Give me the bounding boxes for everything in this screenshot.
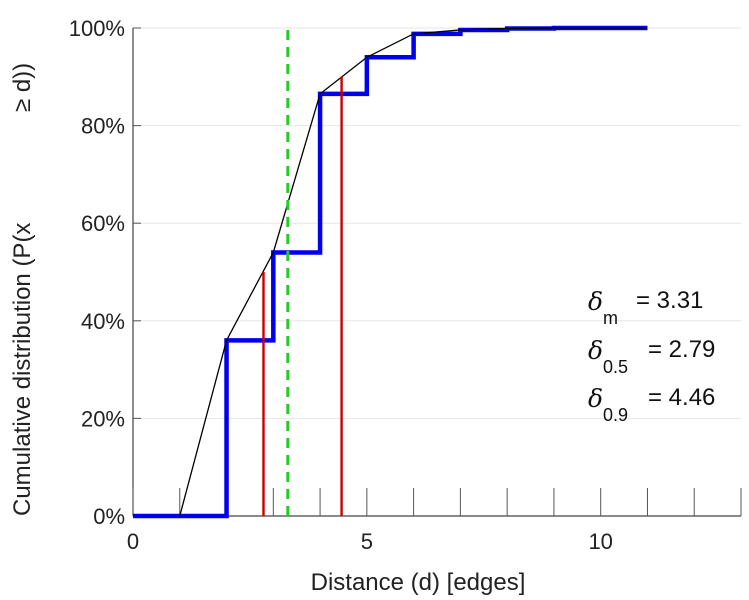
- x-axis-title: Distance (d) [edges]: [311, 569, 526, 596]
- y-axis-title: Cumulative distribution (P(x: [9, 223, 36, 516]
- interpolated-cdf-series: [179, 27, 648, 517]
- y-tick-label-3: 60%: [81, 211, 125, 236]
- y-axis-title-continuation: ≥ d)): [9, 63, 36, 112]
- stat-mean-subscript: m: [603, 308, 618, 328]
- stat-median-symbol: δ: [588, 336, 603, 365]
- stat-p90-subscript: 0.9: [603, 405, 628, 425]
- grid-lines: [133, 27, 741, 419]
- stat-median-subscript: 0.5: [603, 357, 628, 377]
- stat-mean-value: = 3.31: [636, 287, 703, 314]
- stat-p90-symbol: δ: [588, 384, 603, 413]
- y-tick-label-1: 20%: [81, 406, 125, 431]
- axes: [132, 27, 742, 517]
- x-tick-label-1: 5: [361, 529, 373, 554]
- y-tick-label-2: 40%: [81, 309, 125, 334]
- series: [133, 25, 648, 519]
- stat-p90-value: = 4.46: [648, 384, 715, 411]
- stat-mean-symbol: δ: [588, 287, 603, 316]
- x-tick-label-2: 10: [588, 529, 612, 554]
- markers: [262, 28, 343, 516]
- y-tick-label-4: 80%: [81, 114, 125, 139]
- stat-p90: δ 0.9 = 4.46: [588, 384, 715, 425]
- step-cdf-series: [133, 25, 648, 519]
- x-tick-label-0: 0: [127, 529, 139, 554]
- y-tick-label-5: 100%: [69, 16, 125, 41]
- stats-annotation: δ m = 3.31 δ 0.5 = 2.79 δ 0.9 = 4.46: [588, 287, 715, 425]
- stat-median: δ 0.5 = 2.79: [588, 336, 715, 377]
- stat-mean: δ m = 3.31: [588, 287, 703, 328]
- tick-labels: 0 5 100%20%40%60%80%100%: [69, 16, 613, 554]
- stat-median-value: = 2.79: [648, 336, 715, 363]
- y-tick-label-0: 0%: [93, 504, 125, 529]
